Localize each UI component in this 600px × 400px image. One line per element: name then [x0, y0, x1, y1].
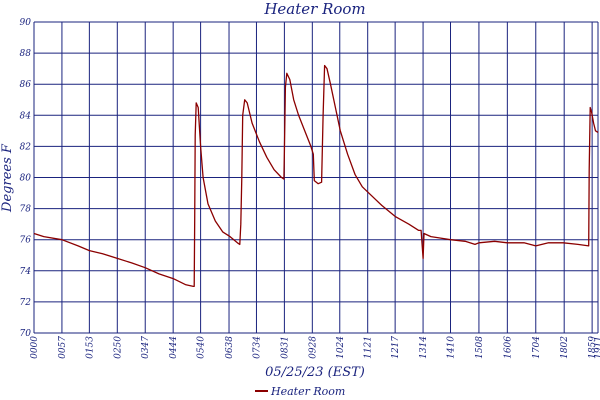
y-tick-label: 74 — [20, 267, 32, 277]
x-tick-label: 1410 — [447, 336, 457, 359]
x-tick-label: 1024 — [336, 336, 346, 359]
x-tick-label: 1121 — [364, 336, 374, 359]
y-tick-label: 78 — [20, 205, 32, 215]
x-tick-label: 0831 — [280, 336, 290, 359]
legend-label: Heater Room — [270, 385, 345, 398]
series-layer — [33, 64, 599, 288]
y-tick-label: 82 — [20, 142, 32, 152]
x-tick-label: 0540 — [197, 336, 207, 359]
x-tick-label: 0347 — [141, 336, 151, 359]
x-tick-label: 1859 — [588, 336, 598, 359]
x-tick-label: 1508 — [475, 336, 485, 359]
x-tick-label: 1704 — [532, 336, 542, 359]
y-tick-label: 84 — [20, 111, 32, 121]
x-tick-label: 0000 — [30, 336, 40, 359]
series-line-heater-room — [33, 64, 599, 288]
x-tick-label: 1911 — [594, 336, 600, 359]
x-axis-label: 05/25/23 (EST) — [265, 365, 365, 380]
x-tick-label: 0928 — [308, 336, 318, 359]
x-tick-label: 0250 — [113, 336, 123, 359]
x-tick-label: 1606 — [503, 336, 513, 359]
x-tick-label: 0057 — [58, 336, 68, 359]
x-tick-label: 0734 — [252, 336, 262, 359]
legend: Heater Room — [255, 385, 345, 398]
y-tick-label: 72 — [20, 298, 32, 308]
y-tick-label: 86 — [20, 80, 32, 90]
y-tick-label: 70 — [20, 329, 32, 339]
x-tick-label: 1217 — [391, 336, 401, 359]
y-tick-label: 88 — [20, 49, 32, 59]
grid — [33, 21, 599, 334]
y-tick-label: 76 — [20, 236, 32, 246]
y-tick-label: 80 — [20, 174, 32, 184]
x-tick-label: 1314 — [419, 336, 429, 359]
y-tick-label: 90 — [20, 18, 32, 28]
x-tick-label: 0153 — [85, 336, 95, 359]
x-axis: 0000 0057 0153 0250 0347 0444 0540 0638 0734 0831… — [30, 336, 600, 359]
x-tick-label: 0638 — [225, 336, 235, 359]
x-tick-label: 0444 — [169, 336, 179, 359]
y-axis-label: Degrees F — [0, 143, 15, 213]
y-axis: 70 72 74 76 78 80 82 84 86 88 90 — [20, 18, 32, 339]
chart-title: Heater Room — [263, 0, 365, 18]
x-tick-label: 1802 — [560, 336, 570, 359]
